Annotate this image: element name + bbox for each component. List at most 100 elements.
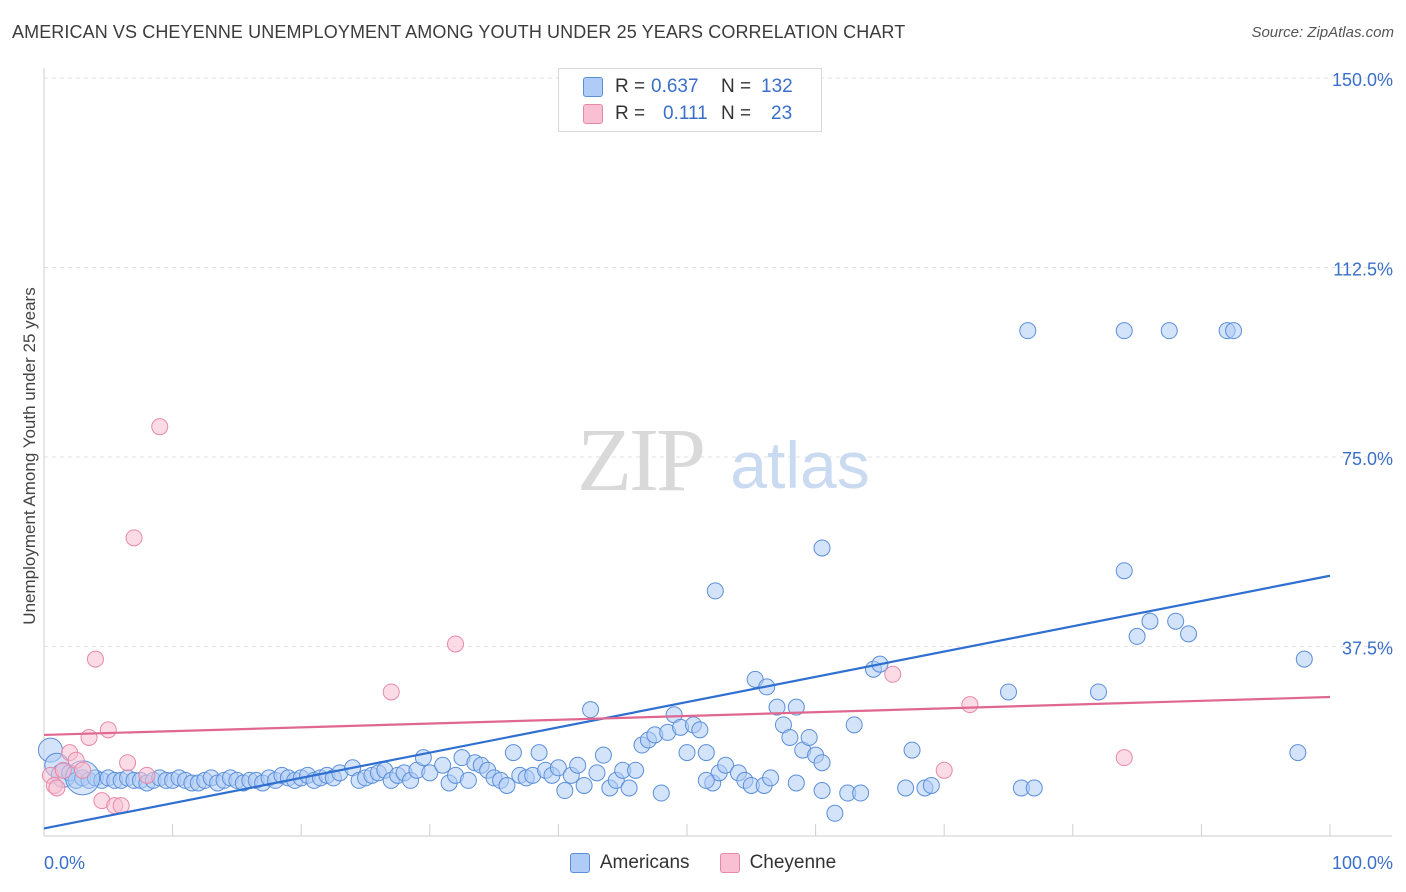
americans-point (813, 754, 831, 772)
n-label: N = (721, 103, 752, 124)
cheyenne-point (382, 683, 400, 701)
americans-point (1180, 625, 1198, 643)
axes (43, 68, 1392, 837)
series-americans-points (37, 322, 1313, 822)
americans-point (459, 771, 477, 789)
americans-point (762, 769, 780, 787)
legend-swatch-cheyenne (719, 853, 740, 873)
legend-swatch-americans (583, 77, 603, 97)
grid-lines (44, 77, 1392, 647)
americans-point (691, 721, 709, 739)
cheyenne-point (48, 779, 66, 797)
y-tick-label: 150.0% (1332, 70, 1393, 90)
americans-point (1160, 322, 1178, 340)
americans-point (652, 784, 670, 802)
x-tick-label: 0.0% (44, 853, 85, 873)
americans-point (594, 746, 612, 764)
n-value: 23 (771, 103, 793, 124)
cheyenne-point (74, 761, 92, 779)
americans-point (1295, 650, 1313, 668)
americans-point (717, 756, 735, 774)
americans-point (1115, 322, 1133, 340)
y-tick-label: 37.5% (1342, 639, 1393, 659)
cheyenne-point (119, 754, 137, 772)
tick-labels: 37.5% 75.0% 112.5% 150.0% 0.0% 100.0% (44, 70, 1393, 873)
americans-point (1141, 612, 1159, 630)
source-label: Source: ZipAtlas.com (1251, 24, 1394, 41)
americans-point (1000, 683, 1017, 701)
americans-point (787, 698, 805, 716)
cheyenne-point (86, 650, 104, 668)
americans-point (556, 782, 574, 800)
americans-point (922, 776, 940, 794)
americans-point (582, 701, 600, 719)
cheyenne-point (935, 761, 953, 779)
americans-point (1019, 322, 1037, 340)
americans-point (421, 764, 439, 782)
americans-point (1289, 744, 1307, 762)
legend-label-cheyenne: Cheyenne (749, 852, 837, 873)
n-value: 132 (761, 76, 793, 97)
americans-point (498, 776, 516, 794)
cheyenne-trend-line (43, 695, 1331, 737)
americans-point (845, 716, 863, 734)
legend-swatch-americans (569, 853, 590, 873)
legend-row-cheyenne: R = 0.111 N = 23 (583, 101, 792, 127)
n-label: N = (721, 76, 752, 97)
americans-point (697, 744, 715, 762)
x-tick-label: 100.0% (1332, 853, 1393, 873)
watermark-atlas: atlas (730, 428, 869, 502)
y-tick-label: 112.5% (1333, 260, 1393, 280)
legend-label-americans: Americans (599, 852, 690, 873)
cheyenne-point (138, 766, 156, 784)
americans-point (1225, 322, 1243, 340)
cheyenne-point (80, 728, 98, 746)
legend-item-cheyenne[interactable]: Cheyenne (719, 852, 837, 874)
trend-lines (43, 574, 1331, 830)
cheyenne-point (151, 418, 169, 436)
cheyenne-point (884, 665, 902, 683)
y-tick-label: 75.0% (1342, 449, 1393, 469)
legend-item-americans[interactable]: Americans (569, 852, 690, 874)
americans-point (697, 771, 715, 789)
americans-point (787, 774, 805, 792)
series-cheyenne-points (41, 418, 1133, 815)
americans-point (549, 759, 567, 777)
cheyenne-point (1115, 749, 1133, 767)
americans-point (800, 728, 818, 746)
americans-point (530, 744, 548, 762)
americans-point (813, 539, 831, 557)
watermark: ZIP atlas (577, 411, 870, 510)
cheyenne-point (961, 696, 979, 714)
americans-point (813, 782, 831, 800)
americans-point (781, 728, 799, 746)
americans-point (678, 744, 696, 762)
cheyenne-point (447, 635, 465, 653)
cheyenne-point (125, 529, 143, 547)
americans-point (588, 764, 606, 782)
watermark-zip: ZIP (577, 411, 703, 510)
americans-point (620, 779, 638, 797)
americans-point (1090, 683, 1108, 701)
americans-point (1167, 612, 1185, 630)
americans-point (504, 744, 522, 762)
y-axis-label: Unemployment Among Youth under 25 years (20, 287, 39, 625)
cheyenne-point (54, 761, 72, 779)
americans-point (897, 779, 915, 797)
r-value: 0.637 (651, 76, 699, 97)
r-label: R = (615, 76, 646, 97)
americans-point (1115, 562, 1133, 580)
americans-trend-line (43, 574, 1331, 830)
americans-point (1025, 779, 1043, 797)
americans-point (826, 804, 844, 822)
chart-title: AMERICAN VS CHEYENNE UNEMPLOYMENT AMONG … (12, 22, 906, 42)
r-value: 0.111 (663, 103, 708, 124)
r-label: R = (615, 103, 646, 124)
americans-point (1128, 627, 1146, 645)
americans-point (434, 756, 452, 774)
legend-row-americans: R = 0.637 N = 132 (583, 74, 793, 100)
americans-point (569, 756, 587, 774)
americans-point (706, 582, 724, 600)
correlation-legend: R = 0.637 N = 132 R = 0.111 N = 23 (558, 68, 822, 132)
